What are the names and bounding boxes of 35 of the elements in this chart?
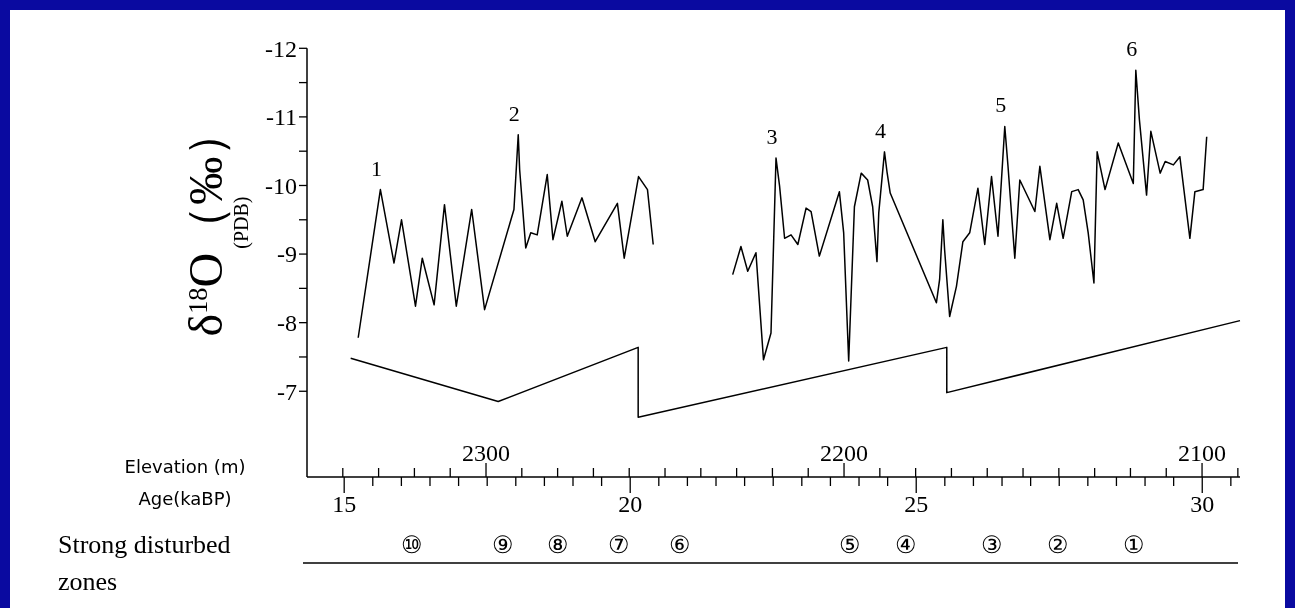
x-tick-label: 2200 — [820, 440, 869, 466]
line-series — [349, 319, 1241, 419]
y-tick-label: -11 — [265, 104, 297, 131]
x-tick-label: 2100 — [1178, 440, 1227, 466]
text: ⑥ — [669, 532, 691, 558]
text: ⑤ — [839, 532, 861, 558]
text: ① — [1123, 532, 1145, 558]
text: ⑨ — [492, 532, 514, 558]
x-tick-label: 2300 — [462, 440, 511, 466]
text: ② — [1047, 532, 1069, 558]
text: Strong disturbed zones — [58, 530, 231, 596]
y-tick-label: -12 — [265, 35, 297, 62]
y-tick-label: -10 — [265, 172, 297, 199]
line-series — [357, 133, 654, 339]
line-series — [731, 69, 1208, 362]
annotation: 6 — [1126, 36, 1138, 62]
x2-tick-label: 20 — [618, 491, 643, 517]
x2-axis-title: Age(kaBP) — [138, 488, 232, 509]
x2-tick-label: 15 — [332, 491, 357, 517]
x-axis-title: Elevation (m) — [124, 456, 246, 477]
text: ③ — [981, 532, 1003, 558]
text: ⑦ — [608, 532, 630, 558]
x2-tick-label: 30 — [1190, 491, 1215, 517]
annotation: 4 — [874, 117, 886, 143]
text: ⑧ — [547, 532, 569, 558]
annotation: 2 — [508, 100, 520, 126]
y-tick-label: -8 — [277, 310, 297, 337]
annotation: 5 — [995, 92, 1007, 118]
annotation: 3 — [766, 124, 778, 150]
y-tick-label: -7 — [277, 378, 297, 405]
annotation: 1 — [370, 155, 382, 181]
text: ⑩ — [401, 532, 423, 558]
text: ④ — [895, 532, 917, 558]
y-tick-label: -9 — [277, 241, 297, 268]
x2-tick-label: 25 — [904, 491, 929, 517]
